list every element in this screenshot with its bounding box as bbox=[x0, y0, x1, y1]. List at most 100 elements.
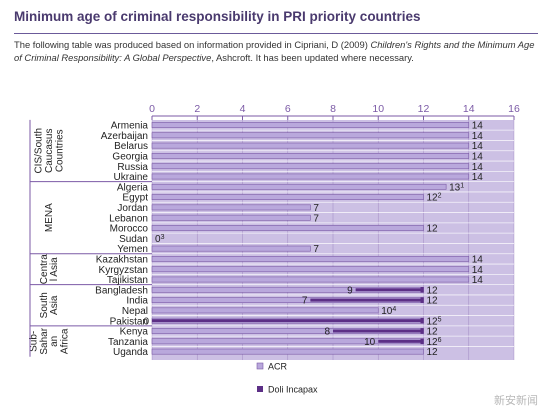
acr-value-label: 14 bbox=[472, 255, 484, 266]
country-label: Morocco bbox=[110, 224, 149, 235]
acr-value-label: 14 bbox=[472, 265, 484, 276]
country-label: Pakistan bbox=[110, 316, 148, 327]
group-label: Sahar bbox=[39, 327, 50, 354]
acr-bar bbox=[151, 204, 311, 211]
country-label: Tajikistan bbox=[107, 275, 148, 286]
country-label: Jordan bbox=[117, 203, 148, 214]
x-tick-label: 16 bbox=[508, 103, 520, 115]
acr-bar bbox=[151, 183, 447, 190]
acr-value-label: 7 bbox=[313, 213, 319, 224]
country-label: Belarus bbox=[114, 141, 148, 152]
acr-value-label: 14 bbox=[472, 121, 484, 132]
country-label: Kazakhstan bbox=[96, 255, 148, 266]
country-label: Nepal bbox=[122, 306, 148, 317]
x-tick-label: 10 bbox=[372, 103, 384, 115]
group-label: Caucasus bbox=[44, 129, 55, 173]
acr-value-footnote: 6 bbox=[438, 337, 442, 344]
intro-text: The following table was produced based o… bbox=[14, 38, 536, 64]
x-tick-label: 6 bbox=[285, 103, 291, 115]
legend-swatch-acr bbox=[256, 362, 264, 370]
country-label: Algeria bbox=[117, 182, 149, 193]
group-label: Africa bbox=[60, 328, 71, 354]
acr-bar bbox=[151, 163, 470, 170]
x-tick-label: 0 bbox=[149, 103, 155, 115]
acr-value-label: 7 bbox=[313, 203, 319, 214]
country-label: Tanzania bbox=[108, 337, 148, 348]
x-tick-label: 4 bbox=[240, 103, 246, 115]
country-label: Bangladesh bbox=[95, 285, 148, 296]
group-label: an bbox=[49, 336, 60, 347]
group-label: Sub- bbox=[28, 331, 39, 352]
intro-book-title: Children's Rights and the Minimum Age of… bbox=[14, 39, 535, 63]
acr-bar bbox=[151, 214, 311, 221]
country-label: Kyrgyzstan bbox=[99, 265, 148, 276]
x-tick-label: 12 bbox=[418, 103, 430, 115]
acr-value-footnote: 2 bbox=[438, 193, 442, 200]
acr-value-label: 14 bbox=[472, 172, 484, 183]
group-label: Centra bbox=[39, 254, 50, 284]
acr-value-label: 12 bbox=[427, 296, 439, 307]
group-label: CIS/South bbox=[34, 128, 45, 174]
country-label: Ukraine bbox=[114, 172, 149, 183]
doli-incapax-label: 8 bbox=[324, 327, 330, 338]
acr-value-label: 12 bbox=[427, 347, 439, 358]
title-rule bbox=[14, 33, 538, 34]
doli-incapax-label: 10 bbox=[364, 337, 376, 348]
doli-incapax-bar bbox=[378, 339, 424, 343]
group-label: MENA bbox=[44, 203, 55, 232]
doli-incapax-end bbox=[420, 317, 424, 324]
doli-incapax-label: 9 bbox=[347, 285, 353, 296]
acr-value-label: 131 bbox=[449, 182, 464, 193]
acr-value-label: 14 bbox=[472, 162, 484, 173]
acr-value-label: 12 bbox=[427, 327, 439, 338]
country-label: Sudan bbox=[119, 234, 148, 245]
country-label: Egypt bbox=[122, 193, 148, 204]
watermark: 新安新闻 bbox=[494, 395, 538, 407]
country-label: Georgia bbox=[112, 152, 148, 163]
legend-swatch-doli-incapax bbox=[257, 386, 263, 392]
doli-incapax-bar bbox=[333, 329, 424, 333]
group-label: Countries bbox=[54, 129, 65, 172]
doli-incapax-end bbox=[420, 338, 424, 345]
group-label: l Asia bbox=[49, 257, 60, 281]
country-label: Kenya bbox=[120, 327, 149, 338]
acr-value-label: 12 bbox=[427, 285, 439, 296]
doli-incapax-bar bbox=[355, 288, 424, 292]
acr-bar bbox=[151, 276, 470, 283]
legend-label-doli-incapax: Doli Incapax bbox=[268, 385, 318, 395]
acr-value-label: 125 bbox=[427, 316, 442, 327]
acr-value-label: 03 bbox=[155, 234, 165, 245]
country-label: Armenia bbox=[111, 121, 149, 132]
x-tick-label: 8 bbox=[330, 103, 336, 115]
country-label: Azerbaijan bbox=[101, 131, 148, 142]
acr-value-label: 14 bbox=[472, 131, 484, 142]
acr-bar bbox=[151, 348, 424, 355]
acr-value-label: 14 bbox=[472, 275, 484, 286]
acr-bar bbox=[151, 142, 470, 149]
group-label: South bbox=[39, 292, 50, 318]
doli-incapax-bar bbox=[152, 319, 424, 323]
acr-bar bbox=[151, 194, 424, 200]
acr-bar bbox=[151, 122, 470, 128]
country-label: Uganda bbox=[113, 347, 148, 358]
acr-value-label: 14 bbox=[472, 152, 484, 163]
doli-incapax-label: 0 bbox=[143, 316, 149, 327]
acr-bar bbox=[151, 266, 470, 273]
intro-part-c: , Ashcroft. It has been updated where ne… bbox=[211, 52, 414, 63]
acr-bar bbox=[151, 173, 470, 180]
doli-incapax-bar bbox=[310, 298, 424, 302]
acr-value-label: 126 bbox=[427, 337, 442, 348]
acr-bar bbox=[151, 153, 470, 159]
group-label: Asia bbox=[49, 295, 60, 315]
acr-bar bbox=[151, 132, 470, 139]
acr-value-footnote: 3 bbox=[161, 234, 165, 241]
acr-bar bbox=[151, 225, 424, 231]
doli-incapax-label: 7 bbox=[302, 296, 308, 307]
acr-value-label: 122 bbox=[427, 193, 442, 204]
doli-incapax-end bbox=[420, 287, 424, 293]
acr-value-footnote: 4 bbox=[392, 306, 396, 313]
acr-value-label: 12 bbox=[427, 224, 439, 235]
doli-incapax-end bbox=[420, 297, 424, 303]
acr-value-label: 104 bbox=[381, 306, 396, 317]
